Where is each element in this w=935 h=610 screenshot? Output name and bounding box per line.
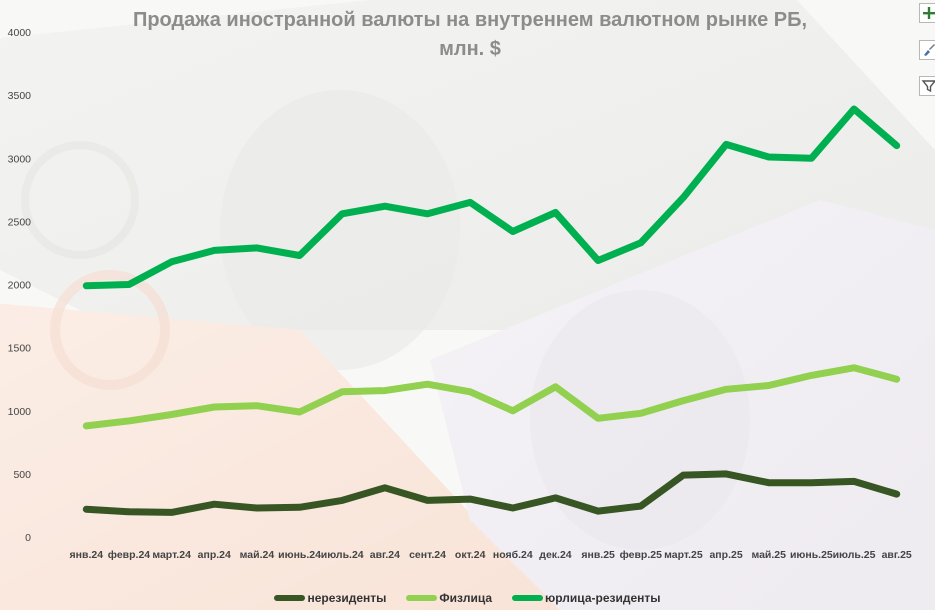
- x-tick-label: дек.24: [539, 549, 572, 561]
- legend-label: нерезиденты: [307, 591, 387, 605]
- x-tick-label: авг.25: [882, 549, 912, 561]
- x-tick-label: янв.24: [70, 549, 104, 561]
- y-tick-label: 1000: [8, 406, 32, 418]
- chart-styles-button[interactable]: [919, 40, 935, 60]
- chart-elements-button[interactable]: [919, 3, 935, 23]
- x-tick-label: нояб.24: [493, 549, 533, 561]
- x-tick-label: февр.25: [620, 549, 663, 561]
- filter-icon: [921, 80, 935, 93]
- brush-icon: [924, 44, 935, 56]
- legend: нерезиденты Физлица юрлица-резиденты: [0, 589, 935, 607]
- chart-filters-button[interactable]: [919, 76, 935, 96]
- x-tick-label: июль.25: [833, 549, 876, 561]
- chart-title-line-2: млн. $: [439, 38, 501, 60]
- y-tick-label: 4000: [8, 27, 32, 39]
- x-tick-label: июнь.25: [790, 549, 833, 561]
- x-tick-label: авг.24: [370, 549, 400, 561]
- legend-label: юрлица-резиденты: [545, 591, 661, 605]
- x-tick-label: июль.24: [321, 549, 364, 561]
- y-tick-label: 2500: [8, 216, 32, 228]
- x-tick-label: окт.24: [455, 549, 486, 561]
- x-tick-label: май.25: [751, 549, 786, 561]
- series-lines: [82, 105, 901, 516]
- series-line-1: [82, 364, 901, 430]
- y-tick-label: 0: [25, 532, 31, 544]
- x-tick-label: апр.25: [709, 549, 742, 561]
- legend-item: юрлица-резиденты: [512, 591, 661, 605]
- y-tick-label: 3000: [8, 153, 32, 165]
- legend-item: нерезиденты: [274, 591, 386, 605]
- chart-title-line-1: Продажа иностранной валюты на внутреннем…: [132, 9, 808, 31]
- x-tick-label: сент.24: [409, 549, 446, 561]
- chart-title: Продажа иностранной валюты на внутреннем…: [90, 6, 850, 64]
- x-tick-label: март.24: [152, 549, 191, 561]
- x-tick-label: июнь.24: [278, 549, 321, 561]
- series-line-0: [82, 470, 901, 516]
- x-tick-label: май.24: [240, 549, 275, 561]
- x-tick-label: янв.25: [581, 549, 615, 561]
- x-tick-label: апр.24: [198, 549, 231, 561]
- legend-swatch: [274, 595, 306, 601]
- legend-swatch: [512, 595, 544, 601]
- legend-swatch: [406, 595, 438, 601]
- legend-label: Физлица: [439, 591, 493, 605]
- y-axis: 0 500 1000 1500 2000 2500 3000 3500 4000: [8, 27, 32, 544]
- y-tick-label: 500: [13, 469, 31, 481]
- series-line-2: [82, 105, 901, 290]
- y-tick-label: 1500: [8, 343, 32, 355]
- x-tick-label: март.25: [664, 549, 703, 561]
- legend-item: Физлица: [406, 591, 492, 605]
- y-tick-label: 2000: [8, 280, 32, 292]
- y-tick-label: 3500: [8, 90, 32, 102]
- x-axis: янв.24 февр.24 март.24 апр.24 май.24 июнь.24 и…: [70, 549, 912, 561]
- x-tick-label: февр.24: [108, 549, 151, 561]
- plus-icon: [923, 7, 935, 19]
